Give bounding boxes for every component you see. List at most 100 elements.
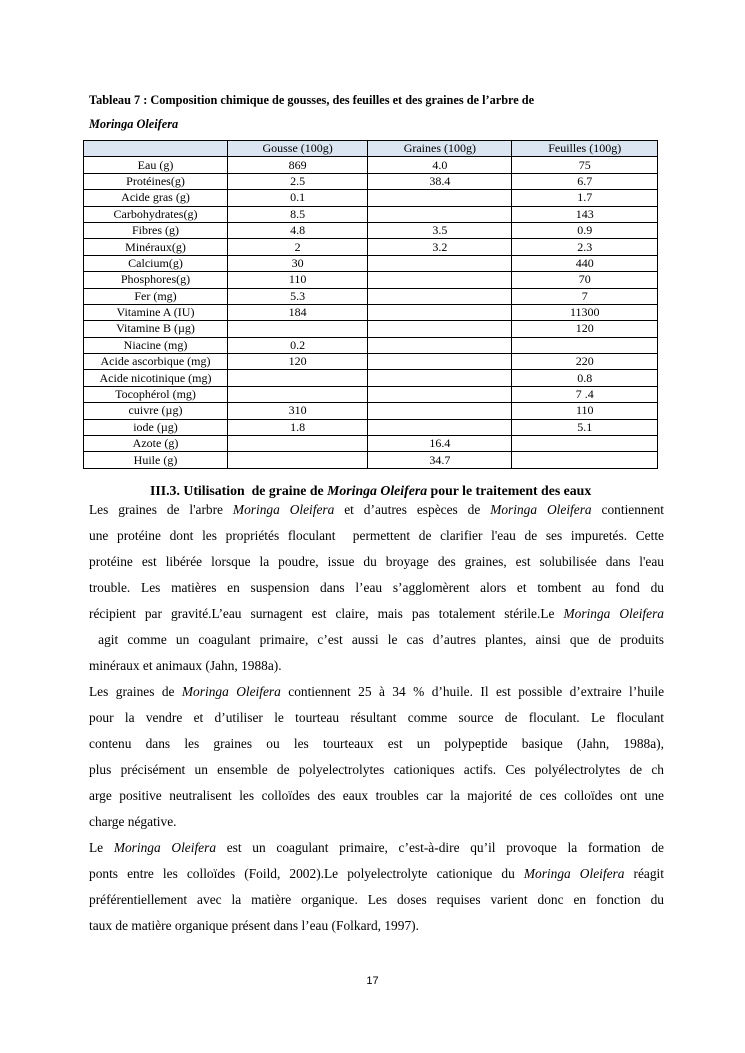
table-cell: 120 [226, 353, 369, 371]
table-cell: 5.1 [511, 418, 658, 437]
table-row: Protéines(g) 2.5 38.4 6.7 [83, 172, 658, 191]
table-cell: 440 [511, 254, 658, 273]
table-cell: 75 [511, 156, 658, 174]
table-cell: 70 [511, 271, 658, 289]
table-row: Minéraux(g) 2 3.2 2.3 [83, 238, 658, 256]
text-run: Le [89, 840, 114, 855]
table-cell: 2.5 [226, 172, 369, 191]
text-run: récipient par gravité.L’eau surnagent es… [89, 606, 564, 621]
table-row: Calcium(g) 30 440 [83, 254, 658, 273]
row-label: Protéines(g) [83, 172, 228, 191]
species-name: Moringa Oleifera [490, 502, 592, 517]
table-cell: 6.7 [511, 172, 658, 191]
text-line: protéine est libérée lorsque la poudre, … [89, 549, 664, 575]
text-run: Les graines de l'arbre [89, 502, 233, 517]
table-cell [367, 369, 513, 387]
row-label: Fer (mg) [83, 287, 228, 305]
table-cell: 3.5 [367, 221, 513, 240]
composition-table: Gousse (100g) Graines (100g) Feuilles (100… [83, 139, 658, 469]
species-name: Moringa Oleifera [523, 866, 625, 881]
table-cell [511, 336, 658, 355]
table-cell: 7 [511, 287, 658, 305]
table-cell: 2 [226, 238, 369, 256]
text-line: une protéine dont les propriétés flocula… [89, 523, 664, 549]
row-label: Acide ascorbique (mg) [83, 353, 228, 371]
table-cell: 34.7 [367, 451, 513, 469]
column-header [83, 139, 228, 158]
row-label: Eau (g) [83, 156, 228, 174]
table-cell: 0.8 [511, 369, 658, 387]
row-label: Phosphores(g) [83, 271, 228, 289]
text-run: ponts entre les colloïdes (Foild, 2002).… [89, 866, 524, 881]
table-row: Fer (mg) 5.3 7 [83, 287, 658, 305]
table-cell [226, 369, 369, 387]
row-label: Tocophérol (mg) [83, 385, 228, 404]
text-run: charge négative. [89, 814, 177, 829]
table-cell: 143 [511, 205, 658, 223]
table-cell [226, 320, 369, 338]
table-cell: 30 [226, 254, 369, 273]
table-row: iode (µg) 1.8 5.1 [83, 418, 658, 437]
text-line: Les graines de l'arbre Moringa Oleifera … [89, 497, 664, 523]
body-text: Les graines de l'arbre Moringa Oleifera … [89, 497, 664, 939]
text-line: taux de matière organique présent dans l… [89, 913, 664, 939]
text-line: ponts entre les colloïdes (Foild, 2002).… [89, 861, 664, 887]
text-run: pour le traitement des eaux [427, 483, 592, 498]
text-line: charge négative. [89, 809, 664, 835]
text-run: réagit [624, 866, 665, 881]
table-cell: 4.8 [226, 221, 369, 240]
table-cell: 110 [511, 402, 658, 420]
text-line: arge positive neutralisent les colloïdes… [89, 783, 664, 809]
table-cell [226, 435, 369, 453]
table-cell: 220 [511, 353, 658, 371]
table-cell [511, 451, 658, 469]
table-cell [367, 189, 513, 207]
text-run: contiennent 25 à 34 % d’huile. Il est po… [280, 684, 665, 699]
row-label: Acide nicotinique (mg) [83, 369, 228, 387]
text-line: préférentiellement avec la matière organ… [89, 887, 664, 913]
row-label: Carbohydrates(g) [83, 205, 228, 223]
table-row: Acide gras (g) 0.1 1.7 [83, 189, 658, 207]
table-cell [367, 271, 513, 289]
text-run: contenu dans les graines ou les tourteau… [89, 736, 664, 751]
table-cell: 1.7 [511, 189, 658, 207]
text-run: taux de matière organique présent dans l… [89, 918, 419, 933]
row-label: Huile (g) [83, 451, 228, 469]
column-header: Gousse (100g) [226, 139, 369, 158]
table-row: Huile (g) 34.7 [83, 451, 658, 469]
table-caption: Tableau 7 : Composition chimique de gous… [89, 93, 535, 107]
table-row: Niacine (mg) 0.2 [83, 336, 658, 355]
text-run: pour la vendre et d’utiliser le tourteau… [89, 710, 664, 725]
text-run: Les graines de [89, 684, 182, 699]
text-run: trouble. Les matières en suspension dans… [89, 580, 664, 595]
text-run: et d’autres espèces de [334, 502, 491, 517]
row-label: iode (µg) [83, 418, 228, 437]
table-cell [367, 418, 513, 437]
row-label: Fibres (g) [83, 221, 228, 240]
table-row: Tocophérol (mg) 7 .4 [83, 385, 658, 404]
table-body: Eau (g) 869 4.0 75 Protéines(g) 2.5 38.4 6.7 Aci… [83, 156, 658, 469]
table-row: Fibres (g) 4.8 3.5 0.9 [83, 221, 658, 240]
text-run: arge positive neutralisent les colloïdes… [89, 788, 664, 803]
table-cell [367, 205, 513, 223]
column-header: Feuilles (100g) [511, 139, 658, 158]
text-line: trouble. Les matières en suspension dans… [89, 575, 664, 601]
text-run: III.3. Utilisation de graine de [150, 483, 328, 498]
table-row: Carbohydrates(g) 8.5 143 [83, 205, 658, 223]
row-label: Azote (g) [83, 435, 228, 453]
text-line: récipient par gravité.L’eau surnagent es… [89, 601, 664, 627]
row-label: Vitamine B (µg) [83, 320, 228, 338]
table-cell [367, 303, 513, 322]
table-row: Azote (g) 16.4 [83, 435, 658, 453]
table-cell: 310 [226, 402, 369, 420]
table-row: Phosphores(g) 110 70 [83, 271, 658, 289]
table-cell: 184 [226, 303, 369, 322]
row-label: cuivre (µg) [83, 402, 228, 420]
text-run: une protéine dont les propriétés flocula… [89, 528, 664, 543]
table-cell: 4.0 [367, 156, 513, 174]
page-number: 17 [366, 975, 379, 987]
table-cell [511, 435, 658, 453]
species-name: Moringa Oleifera [181, 684, 281, 699]
table-cell: 869 [226, 156, 369, 174]
table-cell: 7 .4 [511, 385, 658, 404]
